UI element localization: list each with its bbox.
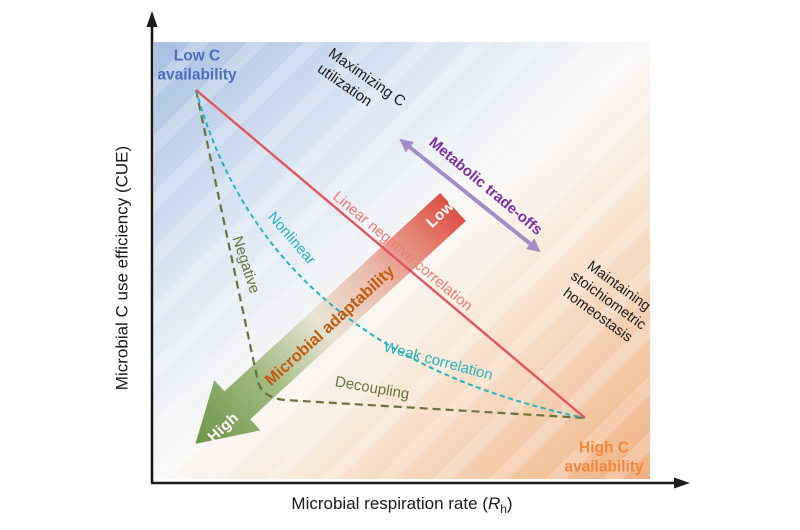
high-c-availability-label: High C availability [564,439,644,476]
x-axis-arrowhead [674,477,690,489]
x-axis-label-prefix: Microbial respiration rate ( [291,493,488,513]
adaptability-arrowhead [195,380,261,444]
nonlinear-dashed-curve [195,89,586,419]
x-axis-label: Microbial respiration rate (Rh) [291,493,512,517]
x-axis-label-symbol: R [487,493,501,513]
y-axis-arrowhead [146,11,158,27]
tradeoff-double-arrow [399,138,541,253]
linear-correlation-line [195,89,586,419]
x-axis-label-suffix: ) [506,493,513,513]
y-axis-label: Microbial C use efficiency (CUE) [112,145,132,391]
decoupling-dashed-line [194,89,586,420]
low-c-availability-label: Low C availability [157,47,237,84]
x-axis-label-subscript: h [500,502,507,517]
